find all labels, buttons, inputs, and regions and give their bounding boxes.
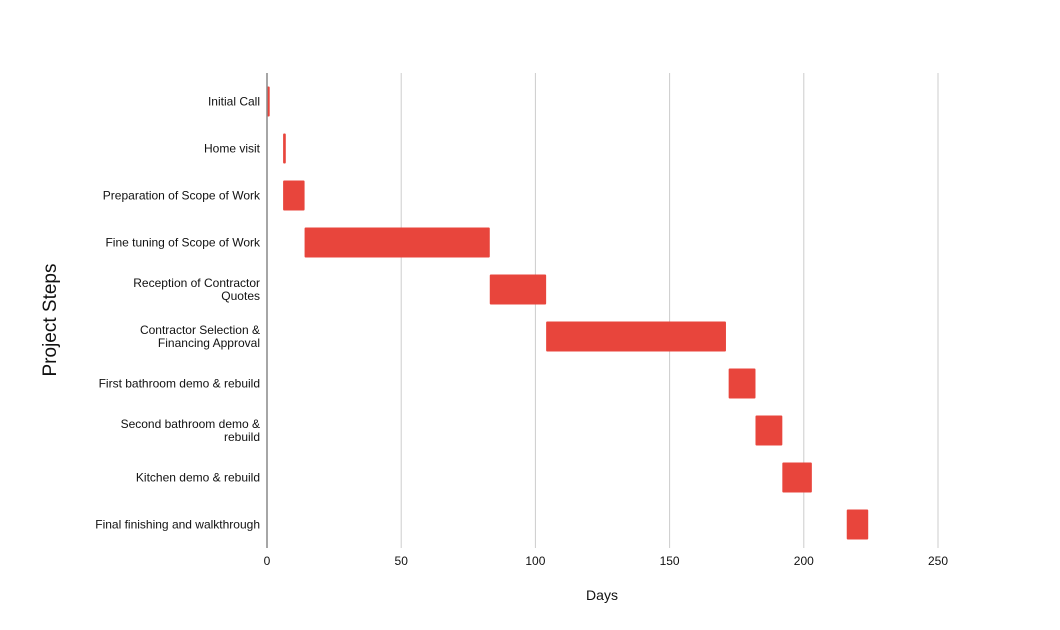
task-bar: [546, 321, 726, 352]
task-bar: [304, 227, 490, 258]
x-tick-label: 150: [660, 554, 680, 568]
category-label: Home visit: [204, 142, 261, 156]
category-label: rebuild: [224, 430, 260, 444]
x-axis-title: Days: [586, 587, 618, 603]
task-bar: [755, 415, 783, 446]
x-tick-label: 200: [794, 554, 814, 568]
category-label: Reception of Contractor: [133, 276, 260, 290]
task-bar: [283, 133, 286, 164]
task-bar: [846, 509, 869, 540]
category-label: Quotes: [221, 289, 260, 303]
task-bar: [782, 462, 812, 493]
x-tick-label: 100: [525, 554, 545, 568]
category-label: Contractor Selection &: [140, 323, 260, 337]
task-bar: [489, 274, 547, 305]
category-labels: Initial Call Home visit Preparation of Sco…: [95, 95, 261, 532]
category-label: Preparation of Scope of Work: [103, 189, 261, 203]
category-label: Second bathroom demo &: [121, 417, 260, 431]
x-tick-label: 50: [395, 554, 409, 568]
category-label: Fine tuning of Scope of Work: [105, 236, 261, 250]
y-axis-title: Project Steps: [40, 264, 61, 377]
bars: [267, 86, 869, 540]
task-bar: [283, 180, 305, 211]
category-label: First bathroom demo & rebuild: [99, 377, 260, 391]
category-label: Kitchen demo & rebuild: [136, 471, 260, 485]
category-label: Final finishing and walkthrough: [95, 518, 260, 532]
gridlines: [400, 73, 939, 548]
x-tick-label: 0: [264, 554, 271, 568]
task-bar: [728, 368, 756, 399]
x-tick-labels: 0 50 100 150 200 250: [264, 554, 949, 568]
category-label: Initial Call: [208, 95, 260, 109]
category-label: Financing Approval: [158, 336, 260, 350]
x-tick-label: 250: [928, 554, 948, 568]
